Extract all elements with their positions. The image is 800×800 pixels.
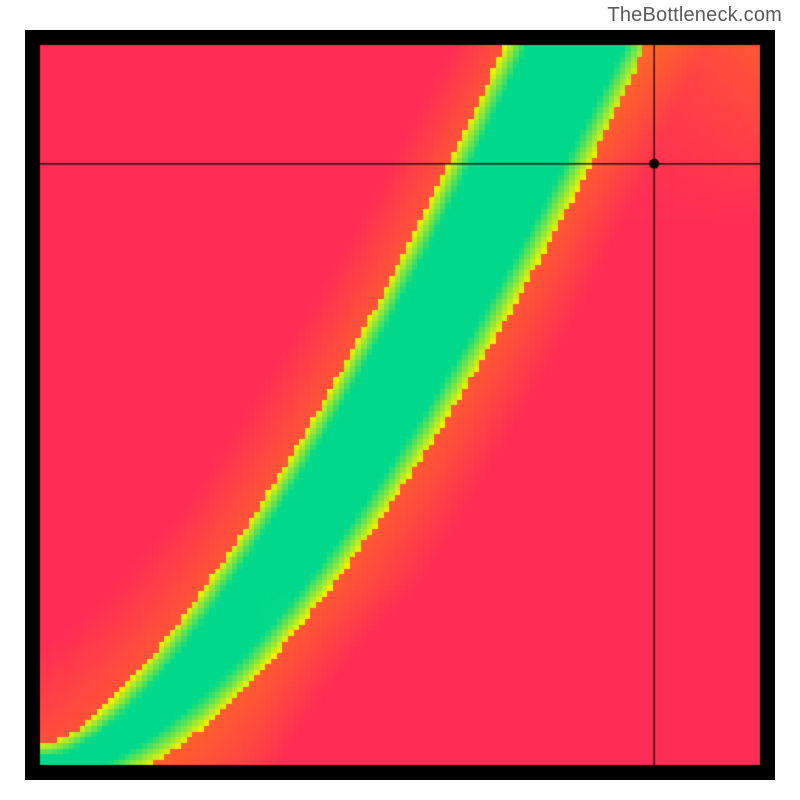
heatmap-canvas — [25, 30, 775, 780]
watermark-text: TheBottleneck.com — [607, 4, 782, 27]
heatmap-frame — [25, 30, 775, 780]
chart-container: TheBottleneck.com — [0, 0, 800, 800]
